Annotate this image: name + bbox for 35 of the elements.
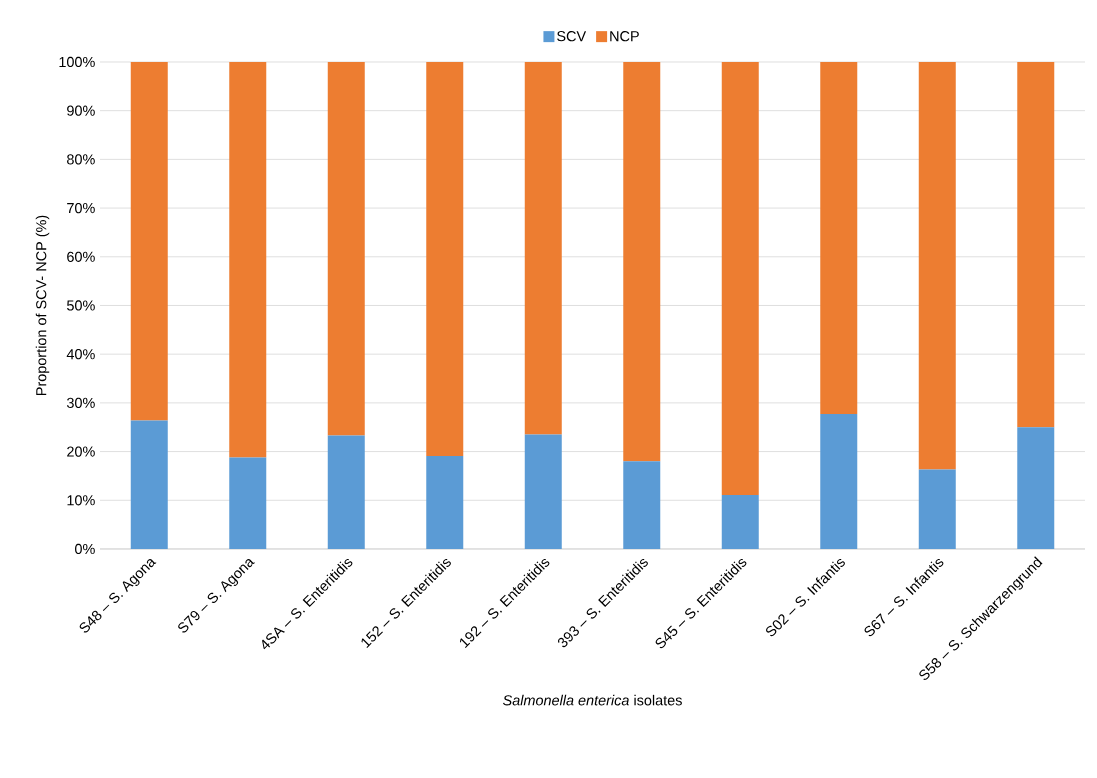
bar [918, 469, 956, 549]
y-tick-label: 30% [66, 397, 95, 408]
bar [623, 61, 661, 462]
y-tick-label: 60% [67, 251, 95, 262]
bar [820, 61, 858, 415]
y-tick-label: 100% [59, 56, 95, 68]
bar [426, 455, 464, 549]
y-tick-label: 90% [67, 105, 95, 116]
y-tick-label: 20% [67, 446, 95, 457]
x-axis-title: Salmonella enterica isolates [502, 694, 682, 706]
y-axis-title: Proportion of SCV- NCP (%) [35, 215, 50, 396]
bar [327, 61, 365, 436]
bar [1017, 61, 1055, 428]
bar [524, 434, 562, 549]
y-tick-label: 50% [66, 300, 95, 311]
y-tick-label: 40% [66, 349, 95, 360]
bar [524, 61, 562, 435]
y-tick-label: 70% [67, 202, 95, 214]
bar [229, 457, 267, 549]
bar [1017, 427, 1055, 549]
y-tick-label: 80% [67, 154, 95, 165]
bar [327, 435, 365, 549]
bar [623, 461, 661, 549]
y-tick-label: 10% [67, 495, 95, 506]
bar [721, 494, 759, 549]
y-tick-label: 0% [75, 543, 95, 555]
bar [130, 61, 168, 421]
legend-label: NCP [610, 31, 639, 42]
bar [229, 61, 267, 458]
bar [918, 61, 956, 470]
bar [721, 61, 759, 495]
bar [426, 61, 464, 456]
bar [820, 414, 858, 549]
bar [130, 420, 168, 549]
legend-label: SCV [557, 31, 587, 42]
